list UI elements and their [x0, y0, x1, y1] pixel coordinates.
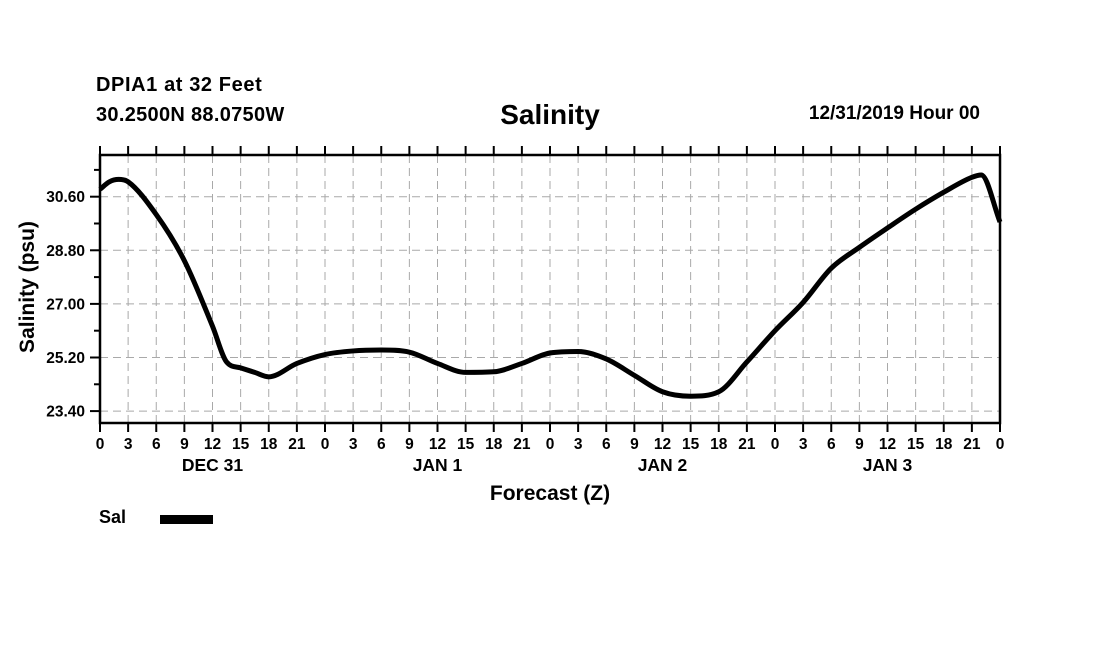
svg-text:0: 0 — [96, 436, 105, 453]
svg-text:15: 15 — [232, 436, 250, 453]
svg-text:18: 18 — [485, 436, 503, 453]
svg-text:3: 3 — [349, 436, 358, 453]
run-datetime-label: 12/31/2019 Hour 00 — [808, 103, 980, 124]
svg-text:15: 15 — [682, 436, 700, 453]
svg-text:30.60: 30.60 — [46, 189, 85, 206]
x-tick-labels: 0 3 6 9 12 15 18 21 0 3 6 9 12 15 18 21 0 3 6 9 12 15 18 21 0 3 6 9… — [96, 436, 1005, 453]
svg-text:18: 18 — [710, 436, 728, 453]
salinity-curve — [98, 172, 1003, 399]
chart-title: Salinity — [500, 99, 600, 130]
svg-text:21: 21 — [963, 436, 981, 453]
svg-text:0: 0 — [321, 436, 330, 453]
svg-text:JAN 1: JAN 1 — [413, 455, 463, 475]
svg-text:DEC 31: DEC 31 — [182, 455, 244, 475]
svg-text:9: 9 — [180, 436, 189, 453]
svg-text:3: 3 — [574, 436, 583, 453]
svg-text:3: 3 — [799, 436, 808, 453]
svg-text:9: 9 — [855, 436, 864, 453]
svg-text:15: 15 — [907, 436, 925, 453]
station-label: DPIA1 at 32 Feet — [96, 74, 263, 96]
svg-text:23.40: 23.40 — [46, 404, 85, 421]
svg-text:9: 9 — [405, 436, 414, 453]
svg-text:28.80: 28.80 — [46, 243, 85, 260]
svg-text:12: 12 — [429, 436, 446, 453]
svg-text:9: 9 — [630, 436, 639, 453]
svg-text:21: 21 — [288, 436, 306, 453]
svg-text:12: 12 — [654, 436, 671, 453]
axis-ticks — [90, 146, 1001, 432]
svg-text:3: 3 — [124, 436, 133, 453]
svg-text:6: 6 — [827, 436, 836, 453]
svg-text:18: 18 — [260, 436, 278, 453]
svg-text:12: 12 — [879, 436, 896, 453]
svg-text:6: 6 — [377, 436, 386, 453]
coordinates-label: 30.2500N 88.0750W — [96, 104, 285, 126]
y-tick-labels: 23.40 25.20 27.00 28.80 30.60 — [46, 189, 85, 420]
svg-text:15: 15 — [457, 436, 475, 453]
svg-text:18: 18 — [935, 436, 953, 453]
grid-lines — [100, 155, 1000, 423]
x-axis-title: Forecast (Z) — [489, 482, 611, 505]
svg-text:0: 0 — [996, 436, 1005, 453]
y-axis-title: Salinity (psu) — [16, 221, 39, 353]
svg-text:21: 21 — [738, 436, 756, 453]
svg-text:25.20: 25.20 — [46, 350, 85, 367]
svg-text:27.00: 27.00 — [46, 296, 85, 313]
plot-border — [98, 153, 1002, 425]
svg-text:21: 21 — [513, 436, 531, 453]
svg-text:6: 6 — [602, 436, 611, 453]
day-labels: DEC 31 JAN 1 JAN 2 JAN 3 — [182, 455, 913, 475]
svg-text:12: 12 — [204, 436, 221, 453]
svg-text:6: 6 — [152, 436, 161, 453]
svg-text:JAN 3: JAN 3 — [863, 455, 913, 475]
svg-text:0: 0 — [771, 436, 780, 453]
legend-series-label: Sal — [99, 507, 127, 527]
legend-line-swatch — [160, 515, 213, 524]
svg-text:JAN 2: JAN 2 — [638, 455, 688, 475]
svg-text:0: 0 — [546, 436, 555, 453]
